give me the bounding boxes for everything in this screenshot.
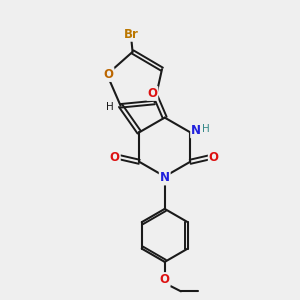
Text: H: H [106, 102, 114, 112]
Text: O: O [103, 68, 113, 81]
Text: O: O [110, 151, 120, 164]
Text: O: O [160, 273, 170, 286]
Text: O: O [209, 151, 219, 164]
Text: N: N [191, 124, 201, 137]
Text: H: H [202, 124, 209, 134]
Text: Br: Br [123, 28, 138, 41]
Text: N: N [160, 172, 170, 184]
Text: O: O [147, 87, 158, 100]
